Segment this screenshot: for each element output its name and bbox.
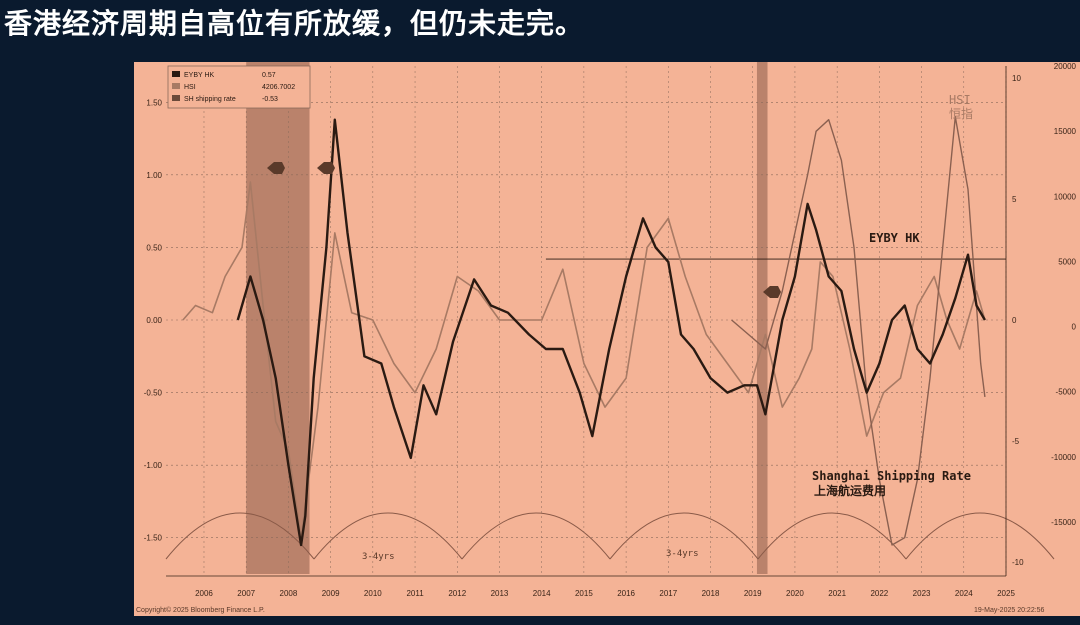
y-left-tick-label: 1.50 bbox=[146, 98, 162, 107]
x-tick-label: 2013 bbox=[491, 589, 509, 598]
x-tick-label: 2017 bbox=[659, 589, 677, 598]
x-tick-label: 2024 bbox=[955, 589, 973, 598]
y-right-inner-tick-label: -10 bbox=[1012, 558, 1024, 567]
date-stamp: 19-May-2025 20:22:56 bbox=[974, 607, 1045, 614]
cycle-arcs bbox=[165, 512, 1055, 560]
legend-value-shipping: -0.53 bbox=[262, 96, 278, 103]
y-right-outer-tick-label: 15000 bbox=[1054, 127, 1077, 136]
y-left-tick-label: 0.00 bbox=[146, 316, 162, 325]
copyright-text: Copyright© 2025 Bloomberg Finance L.P. bbox=[136, 606, 265, 614]
shaded-period-1 bbox=[246, 62, 310, 574]
shipping-label: Shanghai Shipping Rate bbox=[812, 469, 971, 483]
cycle-label-2: 3-4yrs bbox=[666, 549, 699, 559]
y-right-outer-tick-label: 10000 bbox=[1054, 192, 1077, 201]
x-tick-label: 2014 bbox=[533, 589, 551, 598]
x-tick-label: 2018 bbox=[702, 589, 720, 598]
x-tick-label: 2015 bbox=[575, 589, 593, 598]
y-right-outer-tick-label: -10000 bbox=[1051, 453, 1076, 462]
legend-value-hsi: 4206.7002 bbox=[262, 84, 295, 91]
x-tick-label: 2010 bbox=[364, 589, 382, 598]
y-right-outer-tick-label: 0 bbox=[1072, 323, 1077, 332]
event-marker-3 bbox=[763, 286, 781, 298]
x-tick-label: 2025 bbox=[997, 589, 1015, 598]
x-tick-label: 2011 bbox=[406, 589, 424, 598]
eyby-label: EYBY HK bbox=[869, 231, 920, 245]
y-right-inner-tick-label: 10 bbox=[1012, 74, 1021, 83]
x-tick-label: 2020 bbox=[786, 589, 804, 598]
legend-swatch-eyby bbox=[172, 71, 180, 77]
x-tick-label: 2006 bbox=[195, 589, 213, 598]
x-tick-label: 2023 bbox=[913, 589, 931, 598]
legend-swatch-hsi bbox=[172, 83, 180, 89]
x-tick-label: 2008 bbox=[280, 589, 298, 598]
event-marker-1 bbox=[267, 162, 285, 174]
x-tick-label: 2021 bbox=[828, 589, 846, 598]
hsi-label: HSI bbox=[949, 93, 971, 107]
y-left-tick-label: -1.00 bbox=[144, 461, 163, 470]
x-tick-label: 2022 bbox=[870, 589, 888, 598]
y-left-tick-label: -0.50 bbox=[144, 389, 163, 398]
legend-label-hsi: HSI bbox=[184, 84, 196, 91]
y-right-outer-tick-label: -5000 bbox=[1056, 388, 1077, 397]
legend-label-shipping: SH shipping rate bbox=[184, 96, 236, 103]
legend-swatch-shipping bbox=[172, 95, 180, 101]
y-right-outer-tick-label: 20000 bbox=[1054, 62, 1077, 71]
y-left-tick-label: 0.50 bbox=[146, 243, 162, 252]
legend: EYBY HK 0.57 HSI 4206.7002 SH shipping r… bbox=[167, 65, 311, 109]
x-tick-label: 2019 bbox=[744, 589, 762, 598]
y-left-tick-label: 1.00 bbox=[146, 171, 162, 180]
y-left-tick-label: -1.50 bbox=[144, 534, 163, 543]
y-right-inner-tick-label: 5 bbox=[1012, 195, 1017, 204]
cycle-label-1: 3-4yrs bbox=[362, 552, 395, 562]
x-tick-label: 2016 bbox=[617, 589, 635, 598]
series-line-eyby-hk bbox=[236, 118, 986, 547]
y-right-outer-tick-label: -15000 bbox=[1051, 518, 1076, 527]
y-right-outer-tick-label: 5000 bbox=[1058, 257, 1076, 266]
legend-label-eyby: EYBY HK bbox=[184, 72, 215, 79]
legend-box bbox=[167, 65, 311, 109]
event-markers bbox=[267, 162, 781, 298]
hsi-cn-label: 恒指 bbox=[949, 106, 973, 121]
x-tick-label: 2012 bbox=[448, 589, 466, 598]
legend-value-eyby: 0.57 bbox=[262, 72, 276, 79]
x-tick-label: 2009 bbox=[322, 589, 340, 598]
y-right-inner-tick-label: 0 bbox=[1012, 316, 1017, 325]
shaded-period-2 bbox=[756, 62, 768, 574]
x-tick-label: 2007 bbox=[237, 589, 255, 598]
slide-title: 香港经济周期自高位有所放缓，但仍未走完。 bbox=[4, 7, 585, 40]
shipping-cn-label: 上海航运费用 bbox=[814, 483, 886, 498]
y-right-inner-tick-label: -5 bbox=[1012, 437, 1020, 446]
chart-container: 1.50 1.00 0.50 0.00 -0.50 -1.00 -1.50 2006 2007 2… bbox=[134, 62, 1080, 616]
line-chart: 1.50 1.00 0.50 0.00 -0.50 -1.00 -1.50 2006 2007 2… bbox=[134, 62, 1080, 616]
event-marker-2 bbox=[317, 162, 335, 174]
